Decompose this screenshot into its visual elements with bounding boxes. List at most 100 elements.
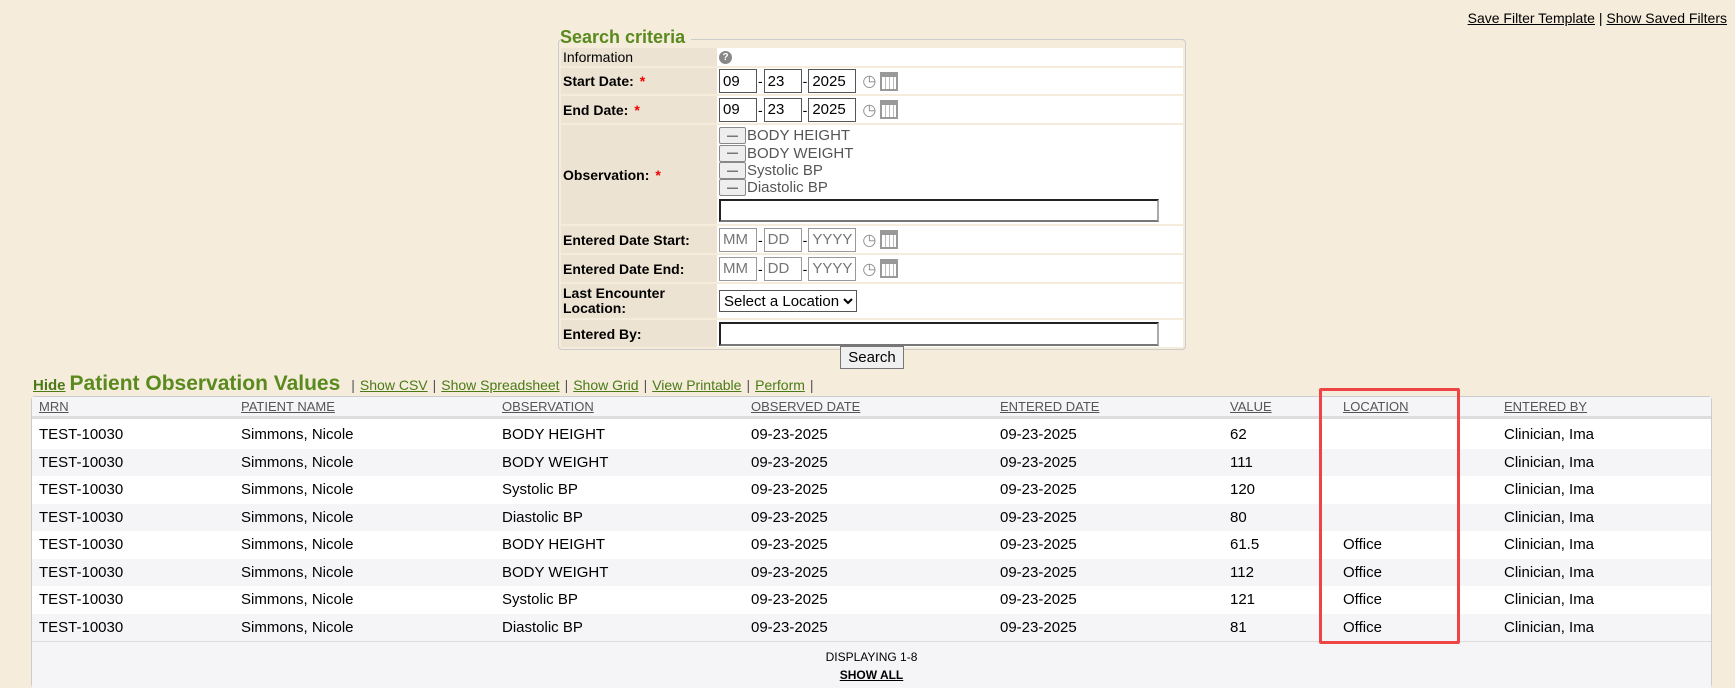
end-date-year[interactable] [808,97,857,122]
cell-mrn: TEST-10030 [39,563,124,581]
cell-observed-date: 09-23-2025 [751,426,828,443]
observation-item: — Diastolic BP [719,179,828,197]
observation-label: Observation: [563,166,650,183]
entered-start-year[interactable] [808,227,857,252]
start-date-year[interactable] [808,69,857,93]
cell-entered-by: Clinician, Ima [1504,563,1595,581]
cell-entered-date: 09-23-2025 [1000,618,1077,636]
cell-location: Office [1343,563,1382,581]
cell-entered-date: 09-23-2025 [1000,563,1077,581]
hide-link[interactable]: Hide [33,377,66,394]
cell-observation: BODY HEIGHT [502,426,606,443]
cell-value: 120 [1230,481,1256,498]
required-mark: * [655,166,661,183]
results-title: Patient Observation Values [69,372,341,395]
cell-entered-by: Clinician, Ima [1504,453,1595,471]
cell-entered-by: Clinician, Ima [1504,426,1595,443]
column-header-location[interactable]: LOCATION [1343,399,1409,414]
cell-location: Office [1343,591,1382,608]
entered-start-day[interactable] [763,227,802,252]
cell-mrn: TEST-10030 [39,536,124,553]
clock-icon[interactable]: ◷ [862,260,877,278]
required-mark: * [639,73,646,89]
cell-observation: BODY HEIGHT [502,536,606,553]
help-icon[interactable]: ? [719,50,732,64]
observation-item: — BODY HEIGHT [719,127,850,145]
entered-date-end-label: Entered Date End: [561,255,717,282]
show-saved-filters-link[interactable]: Show Saved Filters [1606,10,1727,26]
cell-observed-date: 09-23-2025 [751,481,828,498]
remove-observation-button[interactable]: — [719,127,746,145]
perform-link[interactable]: Perform [755,377,805,393]
show-grid-link[interactable]: Show Grid [573,377,639,393]
cell-observed-date: 09-23-2025 [751,591,828,608]
last-encounter-location-label: Last Encounter Location: [561,284,717,318]
cell-patient-name: Simmons, Nicole [241,591,354,608]
cell-value: 61.5 [1230,536,1260,553]
cell-entered-date: 09-23-2025 [1000,508,1077,526]
entered-end-day[interactable] [763,256,802,281]
end-date-month[interactable] [719,97,757,122]
clock-icon[interactable]: ◷ [862,231,877,249]
end-date-day[interactable] [763,97,802,122]
entered-start-month[interactable] [719,227,757,252]
search-criteria-title: Search criteria [560,27,692,48]
column-header-mrn[interactable]: MRN [39,399,69,414]
cell-patient-name: Simmons, Nicole [241,481,354,498]
cell-patient-name: Simmons, Nicole [241,536,354,553]
cell-location: Office [1343,618,1382,636]
cell-observation: Diastolic BP [502,508,583,526]
calendar-icon[interactable] [880,100,899,119]
search-button[interactable]: Search [840,346,904,369]
remove-observation-button[interactable]: — [719,144,746,162]
cell-entered-date: 09-23-2025 [1000,481,1077,498]
show-spreadsheet-link[interactable]: Show Spreadsheet [441,377,560,393]
table-row: TEST-10030 Simmons, Nicole BODY WEIGHT 09-2… [32,558,1711,586]
view-printable-link[interactable]: View Printable [652,377,742,393]
column-header-entered-date[interactable]: ENTERED DATE [1000,399,1100,414]
show-csv-link[interactable]: Show CSV [359,377,428,393]
cell-mrn: TEST-10030 [39,591,124,608]
entered-by-input[interactable] [719,321,1159,346]
entered-end-month[interactable] [719,256,757,281]
calendar-icon[interactable] [880,230,899,249]
column-header-entered-by[interactable]: ENTERED BY [1504,399,1588,414]
start-date-month[interactable] [719,69,757,93]
cell-observed-date: 09-23-2025 [751,453,828,471]
cell-entered-date: 09-23-2025 [1000,453,1077,471]
information-label: Information [561,48,717,66]
cell-observation: Systolic BP [502,481,578,498]
entered-end-year[interactable] [808,256,857,281]
table-row: TEST-10030 Simmons, Nicole Diastolic BP 09-… [32,503,1711,531]
location-select[interactable]: Select a Location [719,290,857,312]
entered-by-label: Entered By: [561,320,717,347]
calendar-icon[interactable] [880,71,899,91]
observation-item: — Systolic BP [719,162,823,180]
results-header: Hide Patient Observation Values | Show CS… [33,372,825,396]
cell-mrn: TEST-10030 [39,481,124,498]
cell-entered-date: 09-23-2025 [1000,536,1077,553]
column-header-value[interactable]: VALUE [1230,399,1272,414]
cell-entered-date: 09-23-2025 [1000,426,1077,443]
cell-observed-date: 09-23-2025 [751,536,828,553]
cell-value: 62 [1230,426,1247,443]
start-date-label: Start Date: [563,73,634,89]
cell-location: Office [1343,536,1382,553]
cell-mrn: TEST-10030 [39,426,124,443]
save-filter-template-link[interactable]: Save Filter Template [1467,10,1595,26]
column-header-observation[interactable]: OBSERVATION [502,399,594,414]
column-header-observed-date[interactable]: OBSERVED DATE [751,399,861,414]
observation-input[interactable] [719,198,1159,222]
clock-icon[interactable]: ◷ [862,101,877,119]
remove-observation-button[interactable]: — [719,179,746,197]
cell-observation: Diastolic BP [502,618,583,636]
separator: | [1598,10,1603,26]
table-row: TEST-10030 Simmons, Nicole Systolic BP 09-2… [32,586,1711,613]
start-date-day[interactable] [763,69,802,93]
remove-observation-button[interactable]: — [719,162,746,180]
calendar-icon[interactable] [880,259,899,278]
table-row: TEST-10030 Simmons, Nicole Diastolic BP 09-… [32,613,1711,641]
column-header-patient-name[interactable]: PATIENT NAME [241,399,335,414]
show-all-link[interactable]: SHOW ALL [839,668,904,682]
clock-icon[interactable]: ◷ [862,73,877,90]
